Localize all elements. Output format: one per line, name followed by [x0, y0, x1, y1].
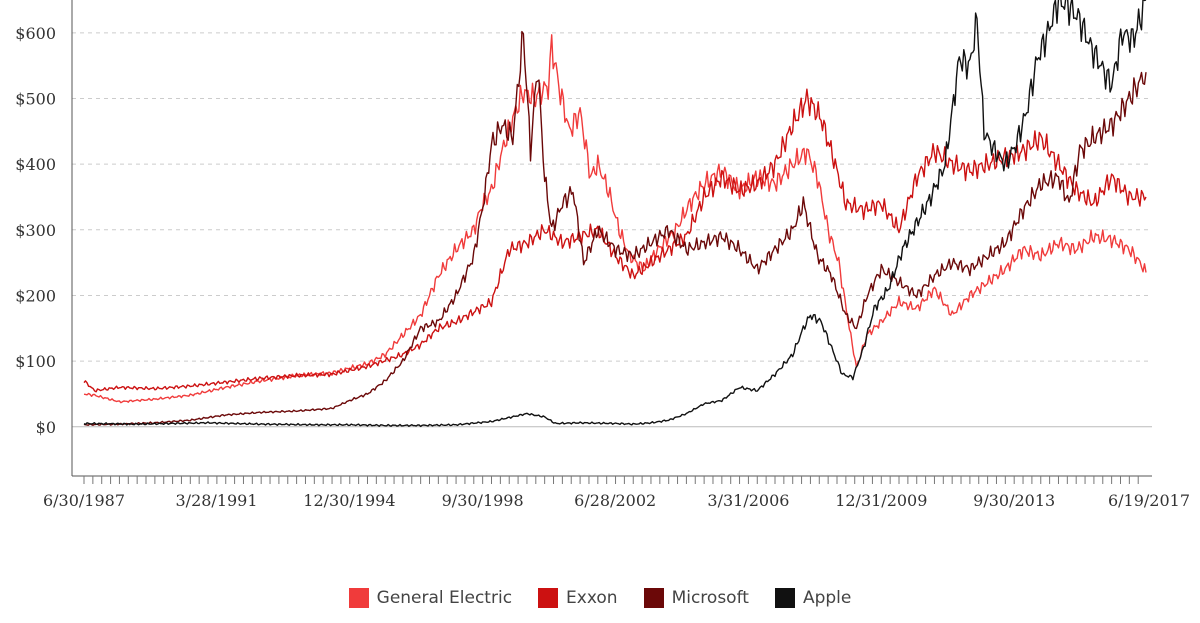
x-tick-label: 6/28/2002	[574, 491, 656, 510]
x-tick-label: 3/31/2006	[707, 491, 789, 510]
x-axis-minor-ticks	[83, 476, 1139, 484]
legend-label: Apple	[802, 588, 852, 608]
legend: General Electric Exxon Microsoft Apple	[0, 588, 1200, 608]
series-line-microsoft	[83, 30, 1147, 426]
y-tick-label: $200	[15, 286, 56, 305]
x-tick-label: 6/19/2017	[1108, 491, 1190, 510]
legend-swatch	[538, 588, 559, 608]
legend-swatch	[348, 588, 369, 608]
legend-label: General Electric	[376, 588, 513, 608]
series-line-general-electric	[83, 34, 1147, 404]
legend-label: Exxon	[566, 588, 618, 608]
y-tick-label: $100	[15, 352, 56, 371]
x-tick-label: 9/30/1998	[442, 491, 524, 510]
x-tick-label: 3/28/1991	[176, 491, 258, 510]
x-axis-tick-labels: 6/30/1987 3/28/1991 12/30/1994 9/30/1998 6/2…	[43, 491, 1190, 510]
y-tick-label: $400	[15, 155, 56, 174]
y-tick-label: $500	[15, 89, 56, 108]
legend-swatch	[774, 588, 795, 608]
gridlines	[72, 32, 1152, 428]
legend-item-apple[interactable]: Apple	[774, 588, 852, 608]
x-tick-label: 6/30/1987	[43, 491, 125, 510]
legend-swatch	[643, 588, 664, 608]
legend-item-general-electric[interactable]: General Electric	[348, 588, 513, 608]
y-tick-label: $300	[15, 221, 56, 240]
x-tick-label: 12/30/1994	[303, 491, 395, 510]
y-tick-label: $0	[36, 418, 56, 437]
legend-item-microsoft[interactable]: Microsoft	[643, 588, 749, 608]
x-tick-label: 12/31/2009	[835, 491, 927, 510]
legend-label: Microsoft	[671, 588, 749, 608]
legend-item-exxon[interactable]: Exxon	[538, 588, 618, 608]
series-line-apple	[83, 0, 1147, 428]
y-tick-label: $600	[15, 24, 56, 43]
series-lines	[83, 0, 1147, 428]
line-chart: $0 $100 $200 $300 $400 $500 $600 6/30/1987 3/28…	[15, 0, 1190, 510]
y-axis-tick-labels: $0 $100 $200 $300 $400 $500 $600	[15, 24, 56, 437]
x-tick-label: 9/30/2013	[973, 491, 1055, 510]
